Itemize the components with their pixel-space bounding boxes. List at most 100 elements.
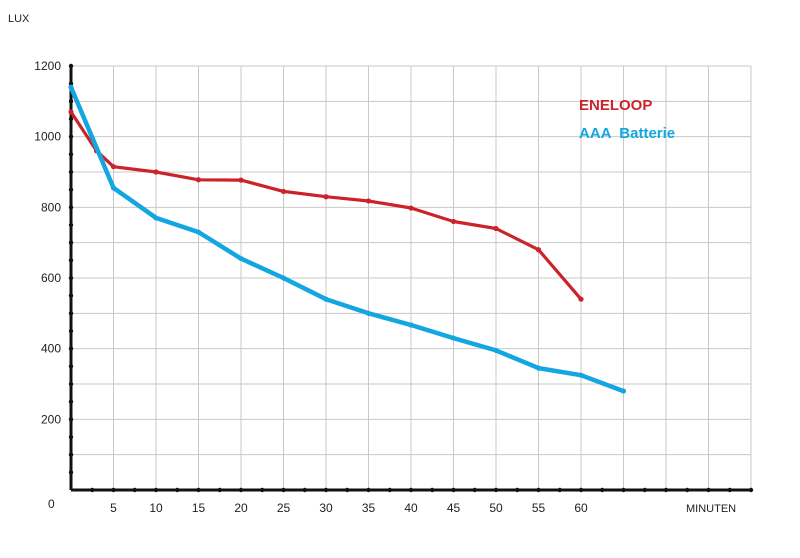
x-tick-label: 55 [532,501,546,515]
data-point [238,255,244,262]
data-point [238,177,244,183]
x-axis-dot [366,487,371,493]
y-axis-title: LUX [8,13,30,25]
data-point [153,215,159,221]
legend-entry-2: AAA Batterie [579,125,675,142]
x-axis-dot [727,487,732,493]
x-axis-dot [642,487,647,493]
y-axis-dot [68,116,74,122]
x-tick-label: 40 [404,501,418,515]
y-axis-dot [68,63,74,69]
x-axis-dot [323,487,329,493]
y-tick-label: 1200 [34,59,61,73]
x-axis-dot [493,487,499,493]
x-axis-dot [345,487,350,493]
x-tick-label: 50 [489,501,503,515]
x-axis-dot [260,487,265,493]
y-axis-dot [68,99,74,104]
y-axis-dot [68,328,74,334]
data-point [493,347,499,354]
data-point [578,296,584,302]
y-axis-dot [68,364,74,369]
y-tick-label: 800 [41,200,61,214]
x-tick-label: 15 [192,501,206,515]
y-axis-dot [68,205,74,210]
y-axis-dot [68,187,74,192]
x-axis-dot [111,487,116,493]
y-axis-dot [68,152,74,157]
x-axis-dot [387,487,392,493]
x-axis-dot [748,487,754,493]
series-line-2 [68,84,626,394]
data-point [450,335,457,341]
x-tick-label: 5 [110,501,117,515]
y-axis-dot [68,222,74,228]
data-point [620,388,627,394]
x-tick-label: 25 [277,501,291,515]
x-axis-dot [153,487,159,493]
x-axis-dot [515,487,520,493]
data-point [450,218,457,225]
data-point [365,310,372,316]
y-axis-dot [68,417,74,422]
y-axis-dot [68,258,74,263]
x-axis-dot [451,487,456,493]
x-axis-dot [621,487,626,493]
origin-tick-label: 0 [48,497,55,511]
y-axis-dot [68,134,74,139]
x-axis-dot [302,487,307,493]
x-tick-label: 45 [447,501,461,515]
data-point [323,296,329,302]
data-point [68,84,74,90]
series-lines [68,84,627,394]
y-axis-dot [68,470,74,475]
data-point [280,275,287,281]
y-axis-dot [68,275,74,281]
x-tick-label: 60 [574,501,588,515]
y-tick-label: 400 [41,342,61,356]
data-point [195,177,202,183]
x-axis-dot [90,487,95,493]
data-point [578,372,584,378]
x-axis-dot [196,487,201,493]
x-axis-dot [238,487,244,493]
data-point [408,322,414,328]
x-axis-title: MINUTEN [686,503,736,515]
data-point [365,198,372,204]
y-axis-dot [68,434,74,440]
x-axis-dot [557,487,562,493]
y-axis-dot [68,346,74,351]
data-point [535,365,542,371]
x-axis-dot [472,487,477,493]
y-tick-label: 1000 [34,130,61,144]
y-axis-dot [68,169,74,175]
data-point [535,247,542,253]
data-point [280,188,287,195]
y-tick-label: 600 [41,271,61,285]
x-axis-dot [663,487,669,493]
x-tick-label: 35 [362,501,376,515]
y-axis-dot [68,381,74,387]
y-tick-label: 200 [41,412,61,426]
y-axis-dot [68,293,74,298]
legend: ENELOOP AAA Batterie [579,97,675,142]
x-axis-dot [600,487,605,493]
data-point [493,225,499,232]
legend-entry-1: ENELOOP [579,97,652,114]
x-tick-label: 30 [319,501,333,515]
data-point [323,194,329,200]
series-line-1 [69,110,583,301]
x-axis-dot [685,487,690,493]
data-point [110,185,117,191]
data-point [153,169,159,175]
data-point [408,205,414,211]
x-axis-dot [706,487,711,493]
data-point [195,229,202,235]
x-axis-dot [536,487,541,493]
axes [68,63,754,493]
data-point [110,164,117,170]
x-axis-dot [578,487,584,493]
y-axis-dot [68,399,74,404]
